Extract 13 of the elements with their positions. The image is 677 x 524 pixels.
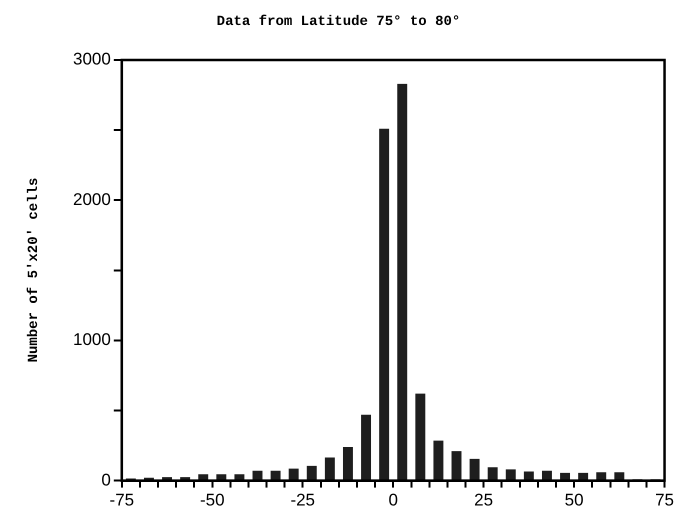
x-tick-label: -75 xyxy=(110,490,134,510)
y-tick-label: 1000 xyxy=(72,330,111,350)
chart-title: Data from Latitude 75° to 80° xyxy=(216,14,462,30)
y-tick-label: 3000 xyxy=(72,50,111,69)
x-tick-label: -25 xyxy=(290,490,316,510)
y-axis-title: Number of 5'x20' cells xyxy=(26,178,42,362)
x-tick-label: 25 xyxy=(474,490,494,510)
x-tick-label: -50 xyxy=(200,490,225,510)
y-tick-label: 0 xyxy=(101,470,111,490)
y-tick-label: 2000 xyxy=(72,190,111,209)
x-tick-label: 75 xyxy=(655,490,674,510)
x-tick-label: 0 xyxy=(388,490,398,510)
x-tick-label: 50 xyxy=(564,490,584,510)
